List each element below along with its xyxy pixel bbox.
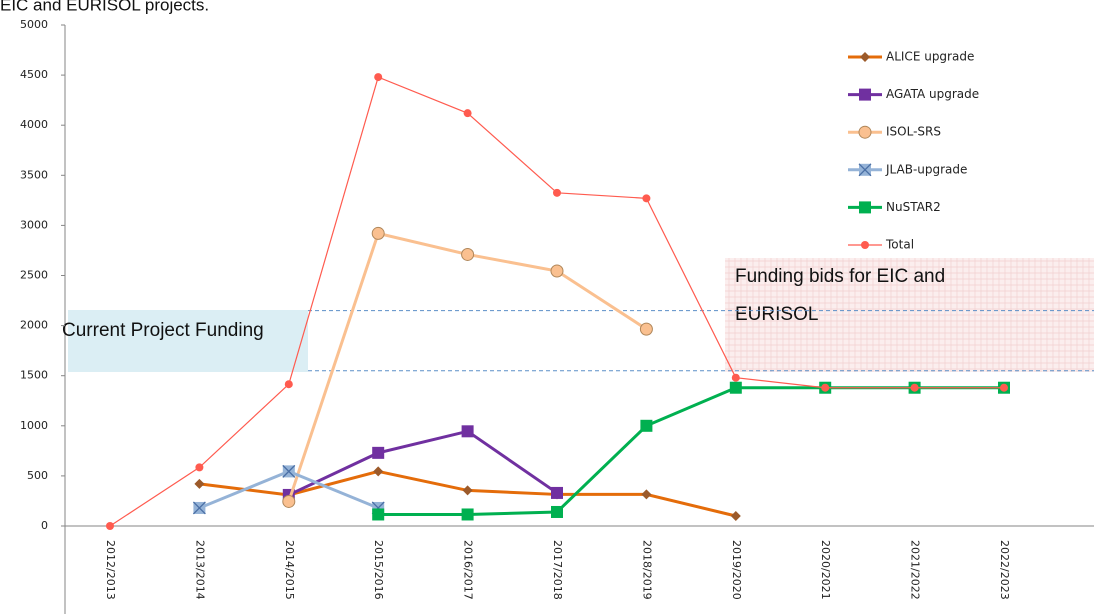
marker xyxy=(641,489,652,500)
marker xyxy=(371,226,385,240)
marker xyxy=(195,463,204,472)
marker xyxy=(640,419,653,432)
annotation: Funding bids for EIC and xyxy=(735,266,945,287)
x-tick-label: 2020/2021 xyxy=(819,540,832,600)
legend-label: ALICE upgrade xyxy=(886,50,974,64)
legend-label: ISOL-SRS xyxy=(886,125,941,139)
x-tick-label: 2019/2020 xyxy=(730,540,743,600)
x-tick-label: 2018/2019 xyxy=(640,540,653,600)
marker xyxy=(282,464,296,478)
y-tick-label: 500 xyxy=(27,469,48,482)
marker xyxy=(1000,383,1008,392)
x-tick-label: 2013/2014 xyxy=(193,540,206,600)
marker xyxy=(860,52,870,62)
y-tick-label: 0 xyxy=(41,519,48,532)
caption: EIC and EURISOL projects. xyxy=(0,0,209,14)
marker xyxy=(373,466,384,477)
y-tick-label: 3500 xyxy=(20,168,48,181)
y-tick-label: 1500 xyxy=(20,369,48,382)
marker-cross xyxy=(192,501,206,515)
y-tick-label: 3000 xyxy=(20,218,48,231)
marker-cross xyxy=(282,464,296,478)
legend-label: Total xyxy=(885,238,914,252)
marker xyxy=(729,381,742,394)
marker xyxy=(372,508,385,521)
legend-label: NuSTAR2 xyxy=(886,200,941,214)
y-tick-label: 2000 xyxy=(20,319,48,332)
series xyxy=(106,73,1008,530)
marker xyxy=(861,241,869,249)
marker xyxy=(461,247,475,261)
marker xyxy=(106,522,114,530)
legend-label: AGATA upgrade xyxy=(886,87,979,101)
annotation: EURISOL xyxy=(735,304,818,325)
marker xyxy=(192,501,206,515)
marker xyxy=(374,73,383,82)
series xyxy=(282,226,653,508)
marker xyxy=(550,264,564,278)
marker xyxy=(642,194,651,203)
marker xyxy=(463,109,472,118)
marker xyxy=(282,494,296,508)
marker xyxy=(194,478,205,489)
series xyxy=(282,425,563,501)
marker xyxy=(462,485,473,496)
x-tick-label: 2016/2017 xyxy=(462,540,475,600)
x-tick-label: 2021/2022 xyxy=(909,540,922,600)
current-funding-box xyxy=(68,310,308,372)
y-tick-label: 4000 xyxy=(20,118,48,131)
marker xyxy=(730,510,741,521)
marker xyxy=(858,163,872,177)
annotation: Current Project Funding xyxy=(62,320,264,341)
series-line xyxy=(287,231,648,502)
marker xyxy=(858,125,872,139)
y-tick-label: 2500 xyxy=(20,269,48,282)
marker xyxy=(731,373,740,382)
marker xyxy=(910,383,919,392)
x-tick-label: 2017/2018 xyxy=(551,540,564,600)
marker xyxy=(551,486,563,499)
series-line xyxy=(378,386,1004,516)
marker xyxy=(859,201,871,214)
y-tick-label: 4500 xyxy=(20,68,48,81)
legend-label: JLAB-upgrade xyxy=(885,162,967,176)
x-tick-label: 2012/2013 xyxy=(104,540,117,600)
y-tick-label: 5000 xyxy=(20,18,48,31)
y-tick-label: 1000 xyxy=(20,419,48,432)
marker xyxy=(461,425,474,438)
x-tick-label: 2015/2016 xyxy=(372,540,385,600)
series xyxy=(372,381,1010,521)
series-line xyxy=(288,429,558,497)
marker-cross xyxy=(858,163,872,177)
marker xyxy=(821,383,830,392)
marker xyxy=(284,380,293,389)
x-tick-label: 2022/2023 xyxy=(998,540,1011,600)
marker xyxy=(859,88,871,101)
marker xyxy=(461,508,474,521)
x-tick-label: 2014/2015 xyxy=(283,540,296,600)
marker xyxy=(372,446,385,459)
marker xyxy=(551,505,563,518)
marker xyxy=(553,188,561,197)
bids-box xyxy=(725,258,1094,372)
marker xyxy=(639,322,653,336)
